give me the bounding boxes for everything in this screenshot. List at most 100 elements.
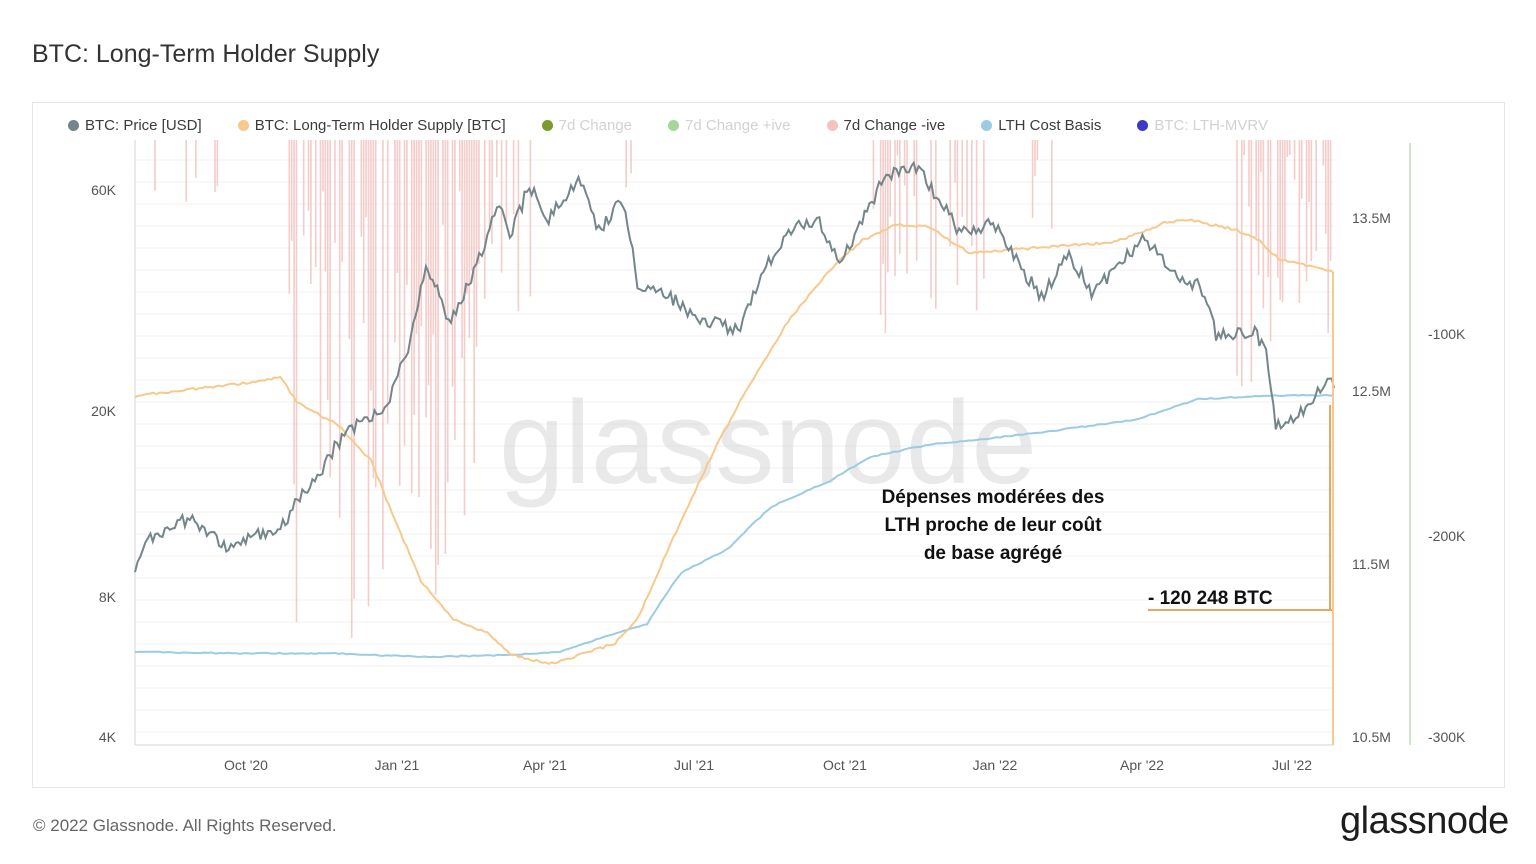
y-left-tick-label: 8K [99,589,117,605]
legend-item[interactable]: BTC: LTH-MVRV [1137,117,1268,134]
x-tick-label: Jan '21 [375,757,420,773]
change-bar [1243,140,1245,156]
legend-swatch [237,120,249,131]
change-bar [418,140,420,498]
change-bar [386,140,389,424]
change-bar [434,140,437,595]
legend-item[interactable]: 7d Change +ive [668,117,791,134]
change-bar [394,140,396,343]
change-bar [1050,140,1053,229]
change-bar [403,140,406,446]
change-bar [432,140,435,335]
change-bar [293,140,295,485]
change-bar [310,140,312,284]
change-bar [382,140,384,570]
change-bar [1329,140,1332,261]
change-bar [930,140,932,299]
legend-item[interactable]: BTC: Long-Term Holder Supply [BTC] [237,117,506,134]
change-bar [1315,140,1317,252]
change-bar [625,140,628,188]
legend-swatch [541,120,553,131]
change-bar [334,140,336,243]
change-bar [1308,140,1310,202]
change-bar [341,140,343,263]
y-right-tick-label: 10.5M [1352,729,1391,745]
change-bar [398,140,401,486]
x-tick-label: Oct '21 [823,757,867,773]
legend-item[interactable]: BTC: Price [USD] [68,117,202,134]
change-bar [374,140,377,488]
change-bar [1279,140,1281,300]
change-bar [461,140,463,359]
change-bar [288,140,291,294]
copyright-footer: © 2022 Glassnode. All Rights Reserved. [33,816,337,835]
legend-label: BTC: Long-Term Holder Supply [BTC] [254,117,506,134]
change-bar [915,140,918,261]
y-right2-tick-label: -100K [1428,326,1466,342]
change-bar [444,140,447,554]
change-bar [430,140,432,549]
change-bar [906,140,908,274]
change-bar [1281,140,1284,303]
change-bar [887,140,889,273]
change-bar [473,140,475,464]
change-bar [517,140,520,312]
change-bar [425,140,427,418]
series-lth-cost-basis [134,393,1335,659]
change-bar [458,140,461,192]
legend-swatch [826,120,838,131]
change-bar [1250,140,1253,382]
legend-swatch [981,120,993,131]
change-bar [884,140,887,334]
change-bar [463,140,466,516]
change-bar [307,140,310,211]
change-bar [451,140,454,387]
legend-item[interactable]: LTH Cost Basis [981,117,1101,134]
change-bar [529,140,532,297]
change-bar [470,140,473,271]
change-bar [1034,140,1036,176]
change-bar [894,140,896,277]
change-bar [872,140,875,209]
change-bar [350,140,353,638]
change-bar [290,140,293,241]
change-bar [319,140,322,470]
change-bar [1284,140,1286,261]
change-bar [326,140,329,400]
change-bar [1262,140,1265,309]
change-bar [295,140,298,623]
change-bar [1257,140,1260,276]
change-bar [488,140,491,233]
change-bar [185,140,187,202]
change-bar [478,140,480,264]
legend-label: 7d Change -ive [843,117,946,134]
change-bar [949,140,952,247]
change-bar [1236,140,1238,376]
change-bar [1324,140,1327,234]
change-bar [961,140,964,217]
change-bar [975,140,978,311]
y-right2-tick-label: -300K [1428,729,1466,745]
legend: BTC: Price [USD] BTC: Long-Term Holder Su… [68,117,1304,134]
change-bar [1327,140,1329,334]
change-bar [468,140,471,338]
series-btc-price [134,160,1335,573]
change-bar [1293,140,1296,180]
change-bar [495,140,498,178]
change-bar [322,140,324,192]
series-lth-supply [134,218,1335,666]
chart-panel [32,102,1505,788]
change-bar [1260,140,1262,173]
y-right-tick-label: 11.5M [1352,556,1390,572]
legend-item[interactable]: 7d Change -ive [826,117,946,134]
legend-item[interactable]: 7d Change [541,117,632,134]
change-bar [466,140,468,294]
x-tick-label: Jul '22 [1272,757,1312,773]
y-left-tick-label: 4K [99,729,117,745]
y-right2-tick-label: -200K [1428,528,1466,544]
change-bar [413,140,415,415]
change-bar [896,140,899,156]
y-right-tick-label: 13.5M [1352,210,1391,226]
change-bar [314,140,317,268]
